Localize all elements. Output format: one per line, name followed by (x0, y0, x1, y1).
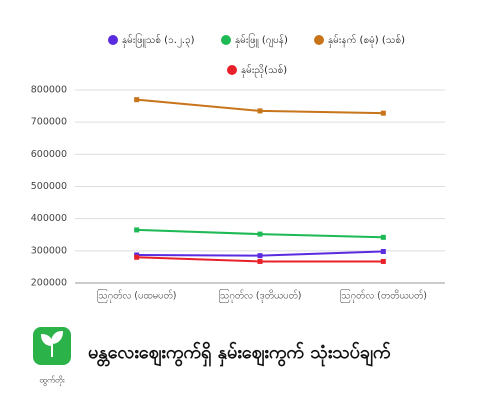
legend-label: နှမ်းညို(သစ်) (241, 63, 287, 78)
legend-marker (221, 35, 231, 45)
x-tick-label: ဩဂုတ်လ (ပထမပတ်) (97, 290, 177, 303)
legend-marker (314, 35, 324, 45)
y-tick-label: 500000 (31, 181, 67, 192)
point (380, 248, 386, 254)
point (257, 258, 263, 264)
legend-marker (108, 35, 118, 45)
logo-icon (40, 330, 64, 357)
point (257, 231, 263, 237)
y-tick-label: 800000 (31, 85, 67, 96)
legend-label: နှမ်းဖြူ (ဂျပန်) (235, 32, 288, 48)
point (257, 108, 263, 114)
point (380, 258, 386, 264)
footer-title: မန္တလေးဈေးကွက်ရှိ နှမ်းဈေးကွက် သုံးသပ်ချ… (88, 341, 391, 367)
y-tick-label: 400000 (31, 213, 67, 224)
x-tick-label: ဩဂုတ်လ (ဒုတိယပတ်) (219, 290, 302, 303)
y-tick-label: 600000 (31, 149, 67, 160)
legend-marker (227, 65, 237, 75)
point (257, 253, 263, 259)
y-tick-label: 300000 (31, 245, 67, 256)
point (134, 227, 140, 233)
logo-text: ထွက်တိုး (39, 375, 65, 387)
x-tick-label: ဩဂုတ်လ (တတိယပတ်) (340, 290, 427, 303)
point (134, 254, 140, 260)
legend-label: နှမ်းဖြူသစ် (၁.၂.၃) (122, 32, 195, 48)
point (134, 97, 140, 103)
point (380, 234, 386, 240)
point (380, 110, 386, 116)
y-tick-label: 700000 (31, 117, 67, 128)
y-tick-label: 200000 (31, 278, 67, 289)
legend-label: နှမ်းနက် (စမုံ) (သစ်) (328, 33, 405, 48)
